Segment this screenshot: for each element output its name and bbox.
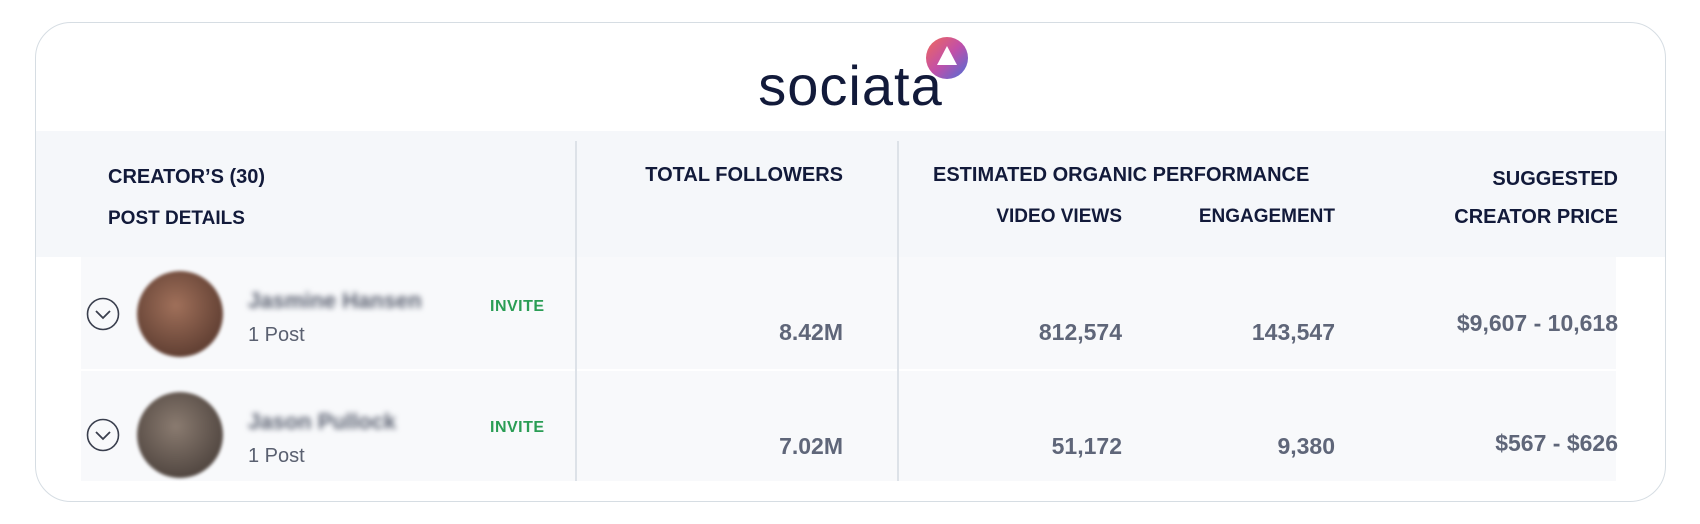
header-band	[36, 131, 1665, 257]
col-header: CREATOR’S (30)	[108, 166, 266, 188]
expand-toggle[interactable]	[86, 418, 120, 452]
price: $567 - $626	[1495, 430, 1618, 456]
col-header: ESTIMATED ORGANIC PERFORMANCE	[933, 164, 1310, 186]
creator-name[interactable]: Jasmine Hansen	[248, 288, 422, 313]
divider	[897, 141, 899, 481]
col-header: SUGGESTED	[1492, 168, 1618, 190]
post-count: 1 Post	[248, 324, 305, 346]
divider	[575, 141, 577, 481]
invite-button[interactable]: INVITE	[490, 419, 545, 436]
price: $9,607 - 10,618	[1456, 310, 1618, 336]
engagement: 9,380	[1277, 433, 1335, 459]
post-count: 1 Post	[248, 445, 305, 467]
col-header: ENGAGEMENT	[1198, 206, 1335, 227]
invite-button[interactable]: INVITE	[490, 298, 545, 315]
video-views: 812,574	[1038, 319, 1122, 345]
col-header: CREATOR PRICE	[1454, 206, 1618, 228]
avatar	[137, 271, 223, 357]
expand-toggle[interactable]	[86, 297, 120, 331]
logo-icon	[926, 37, 968, 79]
video-views: 51,172	[1051, 433, 1122, 459]
creator-name[interactable]: Jason Pullock	[248, 409, 396, 434]
col-header: POST DETAILS	[108, 208, 245, 229]
avatar	[137, 392, 223, 478]
card: sociata CREATOR’S (30) POST DETAILS TOTA…	[35, 22, 1666, 502]
row-bg	[81, 371, 1616, 481]
followers: 7.02M	[779, 433, 843, 459]
col-header: TOTAL FOLLOWERS	[645, 164, 843, 186]
followers: 8.42M	[779, 319, 843, 345]
row-bg	[81, 257, 1616, 369]
engagement: 143,547	[1251, 319, 1335, 345]
col-header: VIDEO VIEWS	[996, 206, 1122, 227]
logo-text: sociata	[758, 54, 943, 117]
